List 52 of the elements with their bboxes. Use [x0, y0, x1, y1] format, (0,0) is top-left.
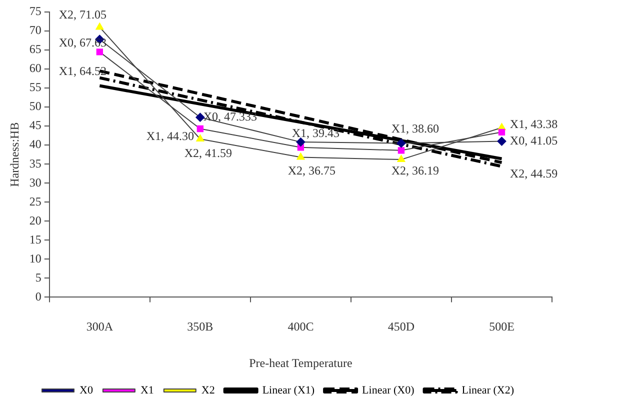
- annotation: X0, 47.333: [203, 109, 258, 124]
- y-tick-label: 5: [35, 270, 42, 284]
- point: [296, 152, 305, 160]
- point: [497, 136, 506, 146]
- annotation: X1, 44.30: [146, 128, 194, 143]
- point: [196, 125, 204, 132]
- point: [96, 22, 104, 30]
- y-tick-label: 60: [29, 61, 42, 76]
- x-tick-label: 500E: [489, 320, 514, 334]
- y-tick-label: 10: [29, 251, 42, 266]
- annotation: X2, 36.75: [288, 163, 336, 178]
- annotation: X1, 38.60: [391, 121, 440, 136]
- y-tick-label: 30: [29, 175, 42, 190]
- y-tick-label: 15: [29, 232, 42, 246]
- annotation: X1, 39.43: [292, 126, 340, 140]
- legend-label: Linear (X0): [362, 384, 415, 396]
- point: [196, 134, 204, 142]
- legend-label: Linear (X1): [262, 384, 315, 396]
- y-tick-label: 65: [29, 42, 42, 56]
- y-tick-label: 25: [29, 194, 42, 208]
- point: [396, 138, 406, 148]
- point: [96, 48, 103, 56]
- annotation: X0, 67.63: [58, 36, 106, 50]
- legend-label: X0: [80, 384, 94, 396]
- x-tick-label: 300A: [86, 320, 114, 334]
- y-tick-label: 50: [29, 99, 42, 114]
- y-tick-label: 20: [29, 213, 42, 228]
- annotation: X2, 41.59: [184, 146, 232, 160]
- x-tick-label: 450D: [388, 320, 415, 334]
- y-tick-label: 40: [29, 137, 42, 152]
- legend-label: X1: [140, 384, 154, 396]
- legend-label: Linear (X2): [462, 384, 514, 396]
- x-axis-title: Pre-heat Temperature: [249, 356, 352, 370]
- annotation: X1, 43.38: [510, 116, 558, 131]
- point: [397, 155, 406, 162]
- annotation: X1, 64.52: [58, 64, 106, 78]
- y-tick-label: 35: [29, 156, 42, 170]
- annotation: X2, 71.05: [58, 7, 106, 22]
- y-tick-label: 70: [29, 23, 42, 38]
- point: [498, 128, 506, 136]
- y-axis-title: Hardness:HB: [7, 122, 22, 187]
- y-tick-label: 45: [29, 118, 42, 132]
- y-tick-label: 55: [29, 80, 42, 94]
- x-tick-label: 350B: [187, 320, 214, 334]
- annotation: X2, 44.59: [510, 166, 558, 181]
- point: [398, 147, 405, 154]
- y-tick-label: 75: [29, 4, 42, 18]
- annotation: X2, 36.19: [391, 164, 440, 178]
- x-tick-label: 400C: [288, 320, 314, 334]
- y-tick-label: 0: [35, 289, 42, 304]
- legend-label: X2: [201, 384, 215, 396]
- annotation: X0, 41.05: [510, 133, 558, 148]
